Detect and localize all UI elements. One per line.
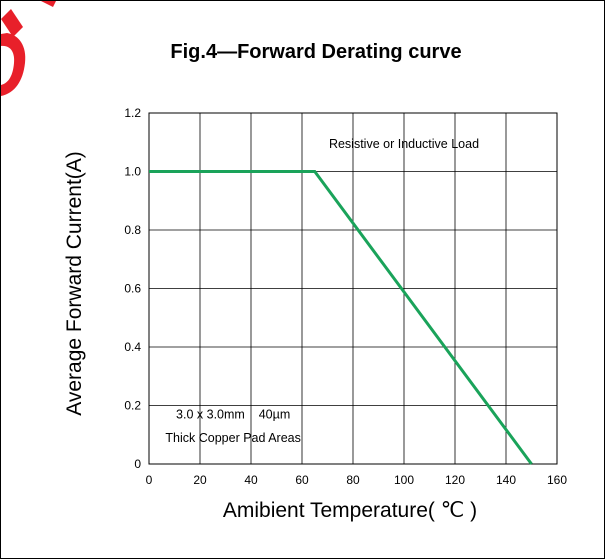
annotation-pad-area: Thick Copper Pad Areas — [165, 431, 301, 445]
annotation-load-type: Resistive or Inductive Load — [329, 137, 479, 151]
y-tick-label: 0 — [134, 457, 141, 471]
watermark-stroke — [41, 1, 56, 7]
series-line — [149, 170, 533, 465]
watermark-logo — [1, 1, 56, 96]
plot-border — [148, 112, 558, 465]
y-tick-label: 0.6 — [124, 282, 141, 296]
x-tick-label: 0 — [146, 473, 153, 487]
y-tick-label: 1.0 — [124, 165, 141, 179]
annotation-pad-size: 3.0 x 3.0mm 40µm — [176, 408, 290, 422]
y-tick-label: 0.8 — [124, 223, 141, 237]
x-tick-label: 140 — [496, 473, 516, 487]
chart-title: Fig.4—Forward Derating curve — [170, 41, 461, 63]
x-tick-label: 60 — [295, 473, 309, 487]
x-tick-label: 120 — [445, 473, 465, 487]
y-tick-label: 1.2 — [124, 106, 141, 120]
x-tick-labels: 0 20 40 60 80 100 120 140 160 — [146, 473, 568, 487]
x-tick-label: 160 — [547, 473, 567, 487]
x-tick-label: 80 — [346, 473, 360, 487]
y-tick-label: 0.4 — [124, 340, 141, 354]
watermark-stroke — [1, 33, 26, 96]
series-group — [149, 170, 533, 465]
x-tick-label: 20 — [193, 473, 207, 487]
x-tick-label: 40 — [244, 473, 258, 487]
watermark-stroke — [1, 9, 23, 37]
y-axis-label: Average Forward Current(A) — [63, 151, 86, 416]
y-tick-labels: 0 0.2 0.4 0.6 0.8 1.0 1.2 — [124, 106, 141, 471]
x-tick-label: 100 — [394, 473, 414, 487]
y-tick-label: 0.2 — [124, 399, 141, 413]
x-axis-label: Amibient Temperature( ℃ ) — [223, 499, 477, 522]
